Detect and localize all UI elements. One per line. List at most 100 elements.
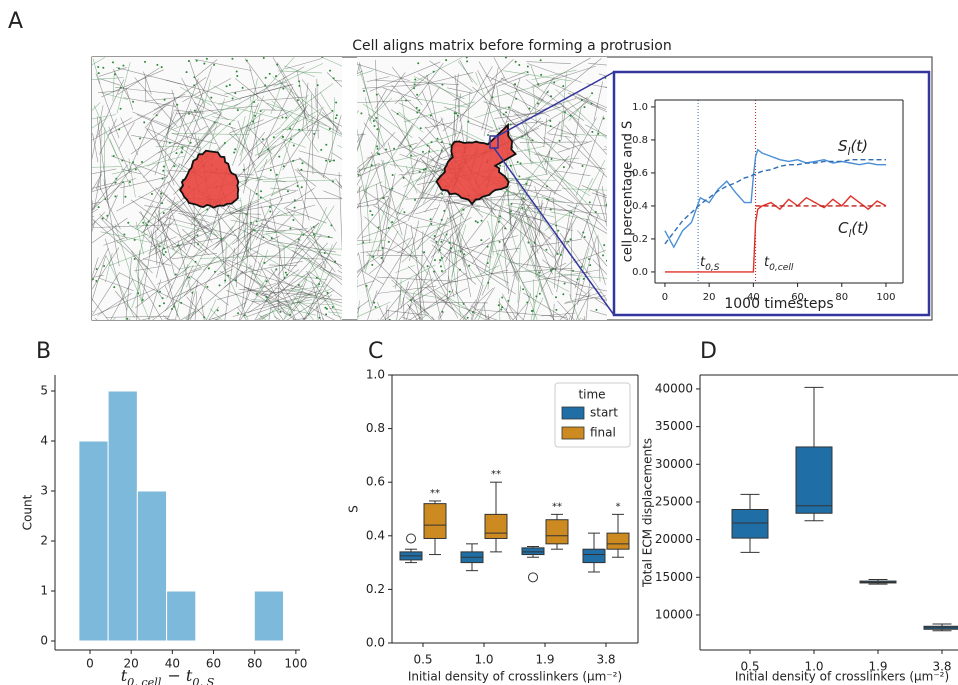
fiber (484, 191, 505, 273)
fiber (493, 57, 507, 82)
crosslinker (122, 64, 125, 67)
fiber (268, 240, 336, 253)
fiber (264, 177, 286, 183)
fiber (270, 187, 299, 192)
fiber (120, 117, 139, 156)
crosslinker (193, 84, 196, 87)
fiber (99, 78, 121, 86)
fiber (307, 255, 342, 320)
fiber (155, 187, 213, 233)
fiber (391, 84, 436, 128)
crosslinker (128, 181, 131, 184)
fiber (511, 109, 574, 169)
crosslinker (320, 148, 323, 151)
x-tick-label: 0.5 (740, 660, 759, 674)
crosslinker (402, 176, 405, 179)
crosslinker (374, 306, 377, 309)
fiber (525, 79, 585, 121)
fiber (442, 269, 509, 285)
fiber (523, 205, 543, 289)
fiber (357, 279, 358, 296)
fiber (317, 305, 321, 320)
crosslinker (236, 75, 239, 78)
y-tick-label: 0.2 (632, 234, 648, 245)
crosslinker (266, 148, 269, 151)
fiber (290, 287, 342, 307)
crosslinker (549, 208, 552, 211)
fiber (446, 295, 468, 320)
fiber (180, 310, 197, 320)
fiber (502, 70, 573, 82)
fiber (249, 235, 280, 250)
x-axis-label: Initial density of crosslinkers (µm⁻²) (735, 670, 949, 684)
fiber (237, 306, 247, 320)
fiber (233, 206, 271, 281)
fiber (268, 264, 297, 267)
crosslinker (373, 125, 376, 128)
annotation: Cl(t) (838, 219, 869, 241)
y-tick-label: 4 (40, 434, 48, 448)
fiber (560, 274, 583, 286)
fiber (470, 305, 491, 320)
crosslinker (289, 127, 292, 130)
fiber (98, 277, 134, 292)
fiber (389, 164, 453, 175)
fiber (187, 112, 236, 130)
fiber (250, 216, 333, 239)
fiber (241, 248, 249, 310)
fiber (399, 279, 402, 306)
crosslinker (114, 181, 117, 184)
crosslinker (603, 244, 606, 247)
crosslinker (474, 220, 477, 223)
fiber (395, 223, 408, 289)
crosslinker (194, 260, 197, 263)
crosslinker (281, 116, 284, 119)
fiber (561, 188, 607, 191)
fiber (512, 97, 588, 143)
crosslinker (533, 241, 536, 244)
fiber (266, 228, 308, 233)
fiber (415, 207, 438, 215)
x-axis-label: Initial density of crosslinkers (µm⁻²) (408, 670, 622, 684)
fiber (316, 305, 319, 320)
fiber (92, 168, 117, 175)
crosslinker (440, 256, 443, 259)
fiber (258, 109, 305, 155)
fiber (367, 290, 378, 320)
fiber (581, 171, 605, 239)
fiber (112, 72, 115, 101)
zoom-line (493, 71, 615, 139)
crosslinker (163, 98, 166, 101)
fiber (283, 187, 315, 209)
fiber (601, 186, 607, 224)
fiber (405, 319, 406, 320)
crosslinker (502, 113, 505, 116)
fiber (375, 152, 428, 205)
crosslinker (285, 116, 288, 119)
fiber (502, 174, 552, 242)
fiber (400, 174, 424, 196)
fiber (280, 94, 309, 127)
crosslinker (163, 247, 166, 250)
fiber (217, 283, 277, 301)
fiber (92, 133, 99, 163)
panel-label: B (36, 339, 51, 364)
y-tick-label: 1 (40, 584, 48, 598)
fiber (543, 136, 570, 150)
crosslinker (439, 258, 442, 261)
panel-label: C (368, 339, 383, 364)
fiber (540, 122, 579, 137)
fiber (190, 121, 216, 153)
crosslinker (515, 97, 518, 100)
fiber (148, 279, 162, 320)
fiber (140, 221, 217, 262)
fiber (97, 293, 132, 316)
crosslinker (531, 139, 534, 142)
fiber (148, 236, 169, 254)
fiber (105, 315, 170, 318)
fiber (182, 228, 210, 256)
fiber (162, 315, 170, 320)
crosslinker (514, 83, 517, 86)
fiber (459, 287, 494, 320)
fiber (504, 242, 530, 298)
